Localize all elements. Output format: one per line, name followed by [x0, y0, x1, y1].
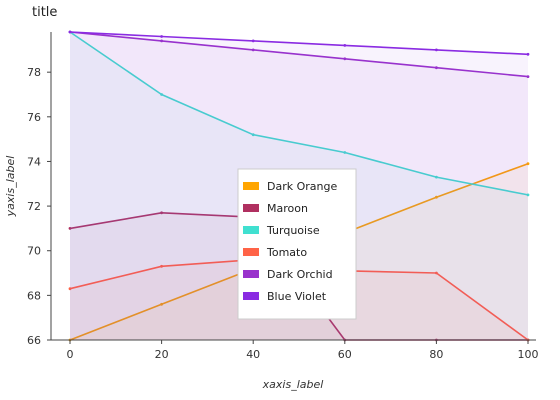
data-point-2-4 [435, 175, 438, 179]
x-tick-label: 80 [429, 348, 443, 361]
data-point-4-2 [251, 48, 255, 52]
series-line-5 [69, 31, 529, 56]
legend-swatch [243, 248, 259, 256]
data-point-4-1 [160, 39, 164, 43]
legend: Dark Orange Maroon Turquoise Tomato Dark Orc… [237, 168, 357, 320]
data-point-2-5 [526, 193, 530, 197]
legend-swatch [243, 270, 259, 278]
data-point-3-0 [68, 287, 72, 291]
data-point-0-1 [160, 302, 164, 306]
data-point-4-3 [343, 57, 347, 61]
series-area-1 [70, 212, 528, 340]
y-tick-label: 72 [27, 200, 41, 213]
data-point-5-3 [343, 44, 347, 47]
data-point-0-4 [435, 195, 438, 199]
y-tick-label: 74 [27, 155, 41, 168]
legend-label: Dark Orange [267, 180, 337, 193]
data-point-5-1 [160, 35, 164, 38]
data-point-5-2 [251, 39, 255, 43]
y-tick-label: 66 [27, 334, 41, 347]
x-tick-label: 40 [246, 348, 260, 361]
legend-swatch [243, 204, 259, 212]
data-point-1-1 [160, 211, 164, 215]
legend-label: Maroon [267, 202, 308, 215]
data-point-2-3 [343, 151, 347, 154]
data-point-3-4 [435, 271, 438, 275]
y-ticks: 66 68 70 72 74 76 78 [27, 66, 51, 347]
series-line-4 [69, 31, 529, 78]
legend-label: Dark Orchid [267, 268, 333, 281]
y-tick-label: 68 [27, 289, 41, 302]
y-axis-label: yaxis_label [4, 156, 17, 218]
data-point-5-5 [526, 52, 530, 56]
y-tick-label: 70 [27, 245, 41, 258]
data-point-4-5 [526, 75, 530, 78]
legend-label: Tomato [266, 246, 307, 259]
data-point-2-2 [251, 133, 255, 137]
data-point-3-1 [160, 264, 164, 268]
legend-label: Blue Violet [267, 290, 327, 303]
legend-label: Turquoise [266, 224, 320, 237]
x-tick-label: 20 [155, 348, 169, 361]
data-point-5-4 [435, 48, 438, 52]
data-point-1-0 [68, 227, 72, 230]
legend-swatch [243, 226, 259, 234]
series-line-2 [69, 31, 529, 196]
x-tick-label: 60 [338, 348, 352, 361]
x-tick-label: 100 [518, 348, 539, 361]
y-tick-label: 76 [27, 111, 41, 124]
x-tick-label: 0 [67, 348, 74, 361]
data-point-5-0 [68, 30, 72, 34]
legend-swatch [243, 182, 259, 190]
data-point-2-1 [160, 93, 164, 96]
legend-swatch [243, 292, 259, 300]
y-tick-label: 78 [27, 66, 41, 79]
x-axis-label: xaxis_label [262, 378, 324, 391]
x-ticks: 0 20 40 60 80 100 [67, 340, 539, 361]
chart-title: title [32, 5, 57, 20]
data-point-0-5 [526, 162, 530, 166]
data-point-4-4 [435, 66, 438, 70]
